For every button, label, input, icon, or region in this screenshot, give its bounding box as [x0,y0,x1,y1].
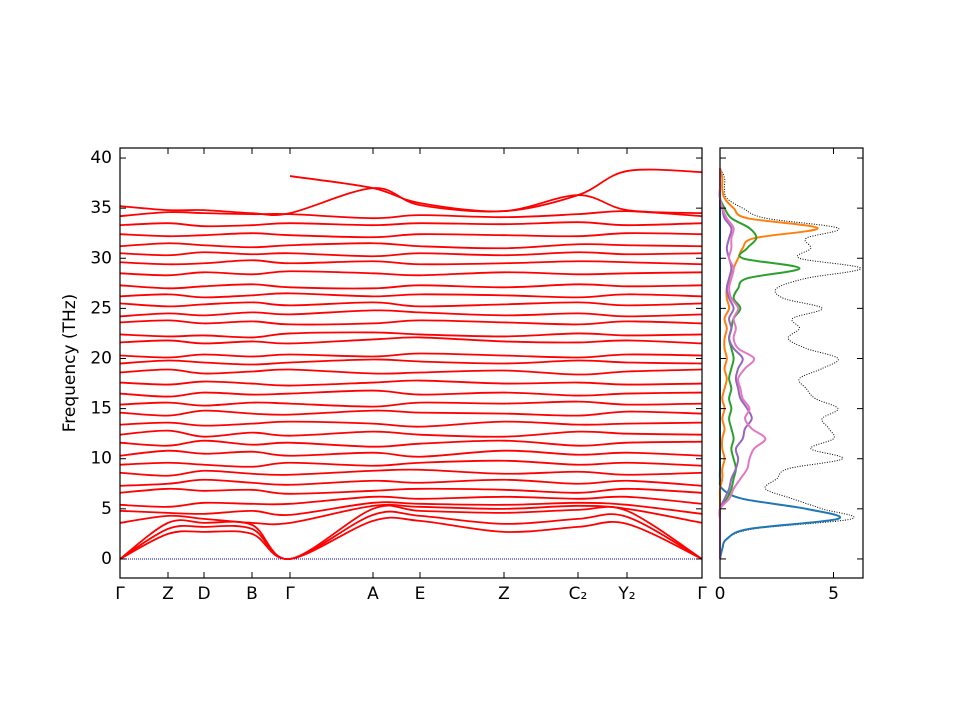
x-tick-label: Γ [285,584,295,604]
partial-dos [718,168,753,559]
x-tick-label: 5 [828,584,839,604]
total-dos [719,167,862,560]
band [119,331,703,339]
y-tick-label: 20 [90,348,112,368]
x-tick-label: Z [162,584,174,604]
band [119,358,703,366]
band [119,379,703,387]
band [119,242,703,250]
band [119,283,703,290]
partial-dos [718,168,842,560]
band [119,400,703,408]
x-tick-label: C₂ [569,584,588,604]
band [119,429,703,438]
x-tick-label: A [367,584,379,604]
band [119,270,703,277]
band [119,409,703,417]
y-tick-label: 35 [90,198,112,218]
y-tick-label: 30 [90,248,112,268]
axes-frame [119,147,703,579]
band [119,301,703,308]
x-tick-label: Γ [697,584,707,604]
y-tick-label: 0 [101,549,112,569]
x-tick-label: Z [498,584,510,604]
band [119,352,703,359]
band [119,210,703,220]
band [119,309,703,318]
band [119,503,703,526]
band [289,168,703,213]
band [119,459,703,468]
band [119,510,703,560]
x-tick-label: E [415,584,426,604]
band [119,495,703,508]
y-tick-label: 5 [101,499,112,519]
y-tick-label: 25 [90,298,112,318]
band [119,389,703,398]
band [119,319,703,326]
band [119,259,703,266]
axes-frame [719,147,864,579]
x-tick-label: B [246,584,258,604]
partial-dos [718,168,767,559]
band [119,504,703,560]
band [119,439,703,448]
band [119,501,703,516]
y-axis-label: Frequency (THz) [60,294,80,433]
x-tick-label: Γ [115,584,125,604]
band [119,221,703,228]
band [119,478,703,487]
x-tick-label: 0 [715,584,726,604]
y-tick-label: 10 [90,449,112,469]
partial-dos [718,168,801,559]
band [119,292,703,299]
band [119,449,703,458]
x-tick-label: Y₂ [617,584,635,604]
band [119,336,703,345]
y-tick-label: 40 [90,148,112,168]
partial-dos [718,167,819,559]
band [119,516,703,560]
band [119,468,703,477]
band [119,368,703,376]
y-tick-label: 15 [90,399,112,419]
band [119,232,703,239]
x-tick-label: D [197,584,210,604]
band [119,251,703,258]
band [119,487,703,495]
band [119,420,703,428]
